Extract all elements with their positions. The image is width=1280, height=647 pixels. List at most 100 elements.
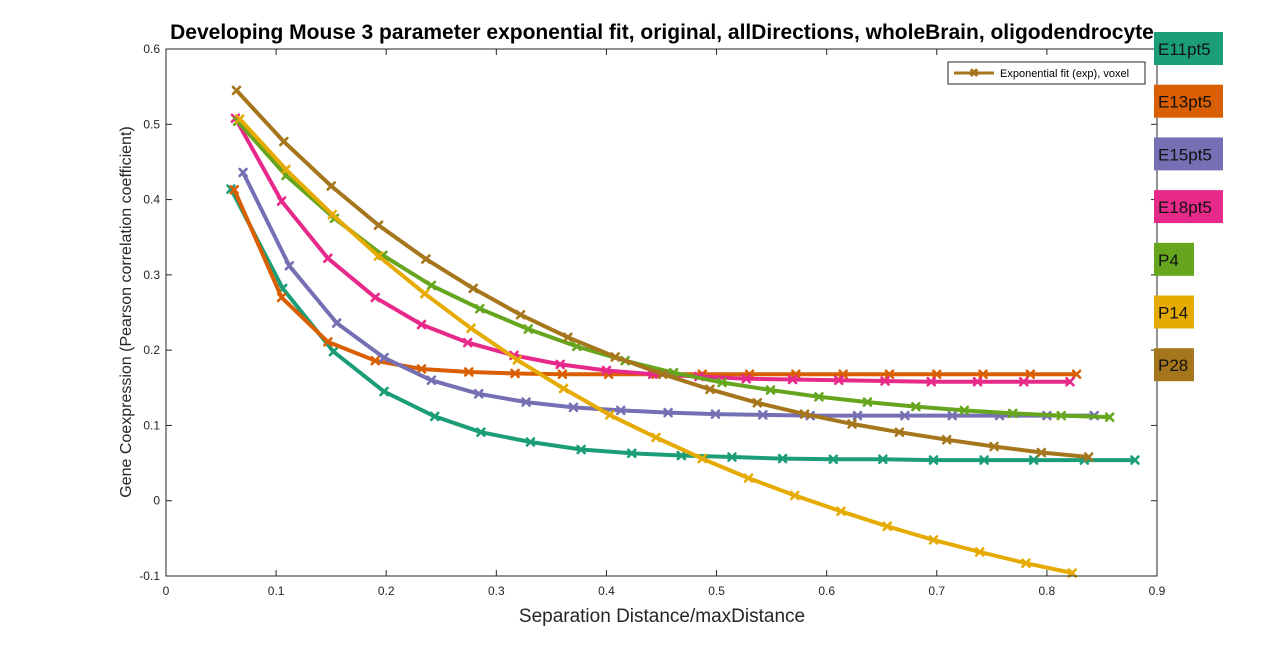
data-point (787, 374, 798, 385)
data-point (379, 386, 389, 397)
series-tag-box (1154, 295, 1194, 329)
data-point (926, 376, 937, 387)
legend-box (947, 61, 1146, 85)
data-point (327, 209, 338, 220)
data-point (238, 167, 248, 178)
data-point (931, 369, 942, 380)
data-point (651, 432, 661, 443)
data-point (326, 181, 336, 191)
data-point (777, 453, 788, 464)
data-point (323, 253, 333, 264)
series-layer (226, 85, 1140, 578)
data-point (979, 455, 989, 465)
x-tick-label: 0.8 (1039, 584, 1056, 598)
data-point (231, 85, 242, 96)
data-point (462, 337, 473, 348)
data-point (604, 410, 615, 420)
data-point (521, 397, 531, 407)
data-point (626, 448, 637, 459)
data-point (676, 450, 687, 461)
y-tick-label: -0.1 (139, 569, 160, 583)
data-point (476, 427, 486, 438)
data-point (475, 303, 485, 314)
data-point (1036, 447, 1047, 458)
series-tag-E13pt5: E13pt5 (1154, 84, 1223, 118)
data-point (947, 410, 957, 421)
data-point (373, 251, 384, 261)
data-point (758, 410, 768, 420)
data-point (284, 261, 295, 271)
data-point (328, 346, 339, 357)
series-tag-box (1154, 84, 1223, 118)
data-point (941, 434, 952, 445)
data-point (1130, 455, 1140, 465)
data-point (974, 547, 985, 557)
data-point (1025, 369, 1036, 380)
y-tick-label: 0.4 (143, 193, 160, 207)
series-tag-P4: P4 (1154, 242, 1194, 276)
data-point (1056, 410, 1066, 421)
x-tick-label: 0.6 (818, 584, 835, 598)
data-point (468, 283, 479, 294)
data-point (1018, 376, 1029, 387)
data-point (1021, 558, 1031, 569)
data-point (568, 402, 579, 413)
data-point (862, 397, 873, 407)
chart-title: Developing Mouse 3 parameter exponential… (170, 21, 1154, 44)
data-point (717, 377, 727, 388)
data-point (1083, 452, 1094, 462)
data-point (928, 455, 939, 465)
series-tag-E18pt5: E18pt5 (1154, 190, 1223, 224)
series-tag-label: P14 (1158, 304, 1188, 323)
data-point (234, 114, 245, 124)
data-point (847, 419, 857, 429)
series-P28 (231, 85, 1094, 462)
series-tag-box (1154, 32, 1223, 65)
series-tag-box (1154, 137, 1223, 171)
y-tick-label: 0.3 (143, 268, 160, 282)
data-point (828, 454, 839, 465)
series-tag-P28: P28 (1154, 348, 1194, 382)
series-tag-label: E18pt5 (1158, 198, 1212, 217)
x-tick-label: 0.4 (598, 584, 615, 598)
legend-marker-sample: ✖ (969, 66, 979, 80)
data-point (576, 444, 586, 455)
series-tag-box (1154, 242, 1194, 276)
data-point (558, 383, 569, 394)
data-point (882, 521, 893, 532)
data-point (426, 280, 437, 291)
y-tick-label: 0.2 (143, 343, 160, 357)
data-point (852, 410, 863, 421)
series-tag-box (1154, 348, 1194, 382)
series-tag-label: P28 (1158, 356, 1188, 375)
data-point (710, 409, 721, 419)
data-point (525, 437, 536, 447)
data-point (741, 373, 752, 384)
data-point (601, 365, 612, 376)
data-point (900, 410, 910, 421)
y-tick-label: 0.6 (143, 42, 160, 56)
series-tag-label: E15pt5 (1158, 145, 1212, 164)
data-point (894, 427, 905, 438)
data-point (370, 355, 381, 366)
data-point (1065, 376, 1075, 387)
data-point (959, 405, 970, 416)
data-point (791, 369, 801, 380)
x-tick-label: 0.3 (488, 584, 505, 598)
data-point (615, 405, 626, 416)
series-tag-label: E11pt5 (1158, 40, 1211, 59)
data-point (426, 375, 437, 386)
x-tick-label: 0 (163, 584, 170, 598)
data-point (473, 389, 484, 399)
data-point (466, 323, 476, 334)
data-point (928, 535, 939, 545)
series-tag-E11pt5: E11pt5 (1154, 32, 1223, 65)
data-point (421, 254, 431, 264)
data-point (429, 411, 440, 422)
data-point (563, 332, 573, 343)
data-point (911, 401, 921, 412)
data-point (281, 164, 291, 175)
data-point (727, 452, 737, 462)
series-tag-label: E13pt5 (1158, 93, 1212, 112)
